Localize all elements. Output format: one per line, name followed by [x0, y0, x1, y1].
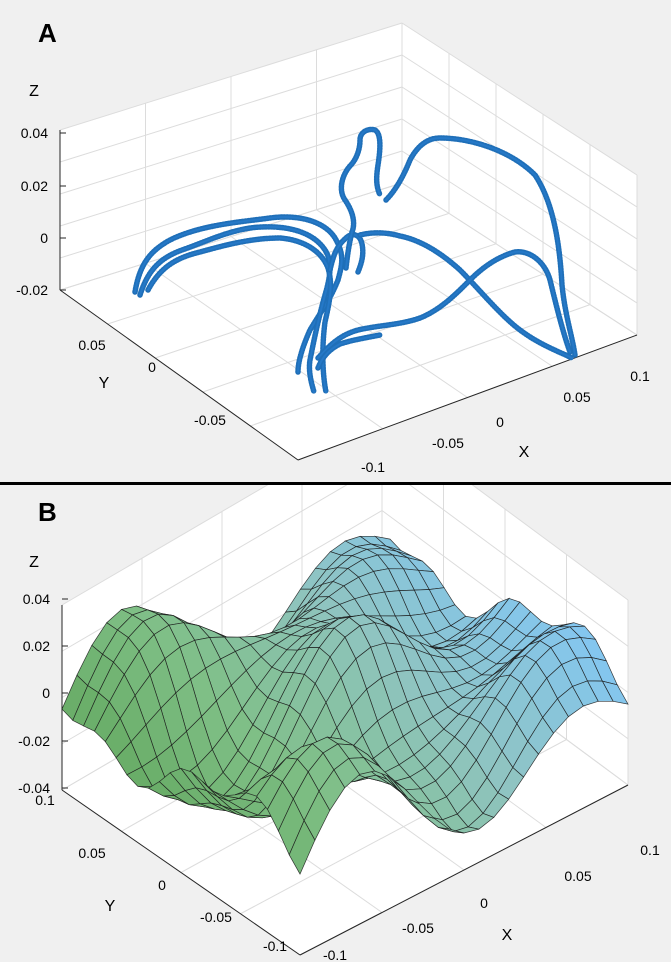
z-tick-label: 0.04	[23, 591, 50, 607]
trajectory-highlight-1	[134, 216, 343, 373]
x-axis-line	[299, 784, 629, 956]
panel-label-a: A	[38, 18, 57, 48]
z-axis-label: Z	[29, 554, 39, 571]
grid-line	[59, 54, 403, 163]
y-tick-label: 0.05	[78, 337, 105, 353]
trajectory-highlight-6	[385, 136, 576, 356]
z-tick-label: -0.04	[18, 780, 50, 796]
y-tick-label: 0	[158, 877, 166, 893]
grid-line	[401, 54, 638, 208]
x-tick-label: -0.05	[432, 435, 464, 451]
x-tick-label: 0.05	[563, 389, 590, 405]
y-tick-label: 0.1	[35, 792, 55, 808]
y-axis-label: Y	[99, 375, 110, 392]
x-tick-label: -0.1	[361, 459, 385, 475]
y-tick-label: -0.05	[194, 412, 226, 428]
x-tick-label: 0	[496, 414, 504, 430]
x-axis-label: X	[502, 927, 513, 944]
trajectory-highlight-5	[340, 128, 381, 269]
grid-line	[401, 150, 638, 304]
z-tick-label: 0	[40, 230, 48, 246]
chart-a-3d-trajectory: -0.02 0 0.02 0.04 Z -0.05 0 0.05 Y -0.1 -0.05 0 0.05…	[16, 22, 650, 475]
x-tick-label: 0.1	[640, 842, 660, 858]
z-tick-label: 0	[42, 685, 50, 701]
z-tick-label: 0.02	[23, 638, 50, 654]
grid-line	[59, 86, 403, 195]
panel-b: B -0.04 -0.02 0 0.02 0.04 Z 0.1 0.05 0 -0.05 -0.1 Y…	[0, 485, 671, 962]
y-tick-label: 0.05	[78, 845, 105, 861]
trajectory-highlight-8	[317, 250, 571, 359]
trajectory-highlight-4	[329, 233, 364, 273]
trajectory-highlight-7	[359, 231, 573, 359]
y-tick-label: -0.05	[200, 909, 232, 925]
x-tick-label: 0.05	[564, 868, 591, 884]
surface-face	[288, 819, 316, 875]
x-tick-label: -0.1	[323, 947, 347, 962]
right-back-pane	[402, 23, 637, 335]
grid-line	[145, 262, 384, 430]
grid-line	[59, 118, 403, 227]
grid-line	[401, 182, 638, 336]
y-axis-line	[59, 289, 299, 461]
z-tick-label: 0.02	[21, 178, 48, 194]
x-tick-label: 0.1	[630, 368, 650, 384]
panel-a: A -0.02 0 0.02 0.04 Z -0.05 0 0.05 Y -0.1 -0.05 0 0.…	[0, 0, 671, 482]
grid-line	[59, 22, 403, 131]
z-tick-label: -0.02	[18, 733, 50, 749]
trajectory-highlight-9	[317, 334, 381, 369]
chart-b-surface: -0.04 -0.02 0 0.02 0.04 Z 0.1 0.05 0 -0.05 -0.1 Y -0…	[18, 485, 660, 962]
z-tick-label: -0.02	[16, 282, 48, 298]
y-axis-label: Y	[105, 898, 116, 915]
y-tick-label: -0.1	[263, 938, 287, 954]
grid-line	[471, 485, 629, 601]
x-tick-label: -0.05	[402, 920, 434, 936]
z-axis-label: Z	[29, 83, 39, 100]
x-axis-line	[297, 334, 638, 461]
x-axis-label: X	[519, 444, 530, 461]
grid-line	[409, 485, 629, 647]
y-axis-line	[61, 789, 301, 956]
grid-line	[61, 485, 269, 606]
z-tick-label: 0.04	[21, 125, 48, 141]
trajectory-highlight-2	[139, 225, 331, 393]
grid-line	[230, 236, 468, 398]
y-tick-label: 0	[148, 359, 156, 375]
grid-line	[401, 118, 638, 272]
panel-divider	[0, 482, 671, 485]
x-tick-label: 0	[480, 895, 488, 911]
panel-label-b: B	[38, 497, 57, 527]
grid-line	[401, 22, 638, 176]
trajectory-highlight-3	[147, 236, 332, 393]
